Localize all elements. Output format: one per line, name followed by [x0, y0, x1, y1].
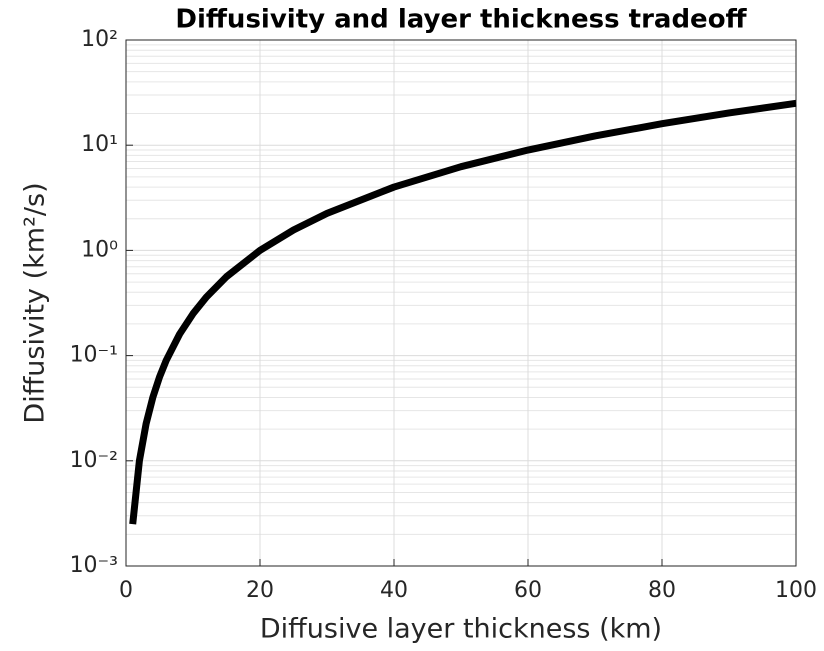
y-tick-label: 10⁰ — [81, 237, 118, 262]
x-tick-label: 60 — [514, 578, 542, 603]
x-tick-label: 100 — [775, 578, 817, 603]
x-tick-label: 20 — [246, 578, 274, 603]
x-axis-label: Diffusive layer thickness (km) — [260, 614, 662, 645]
chart-title: Diffusivity and layer thickness tradeoff — [175, 5, 747, 35]
data-line — [129, 99, 797, 525]
y-tick-label: 10² — [81, 27, 118, 52]
x-tick-label: 0 — [119, 578, 133, 603]
y-tick-label: 10⁻³ — [70, 553, 118, 578]
y-tick-label: 10¹ — [81, 132, 118, 157]
y-tick-label: 10⁻¹ — [70, 343, 118, 368]
y-tick-label: 10⁻² — [70, 448, 118, 473]
y-axis-label: Diffusivity (km²/s) — [20, 182, 51, 423]
plot-frame — [125, 39, 797, 567]
x-tick-label: 40 — [380, 578, 408, 603]
x-tick-label: 80 — [648, 578, 676, 603]
